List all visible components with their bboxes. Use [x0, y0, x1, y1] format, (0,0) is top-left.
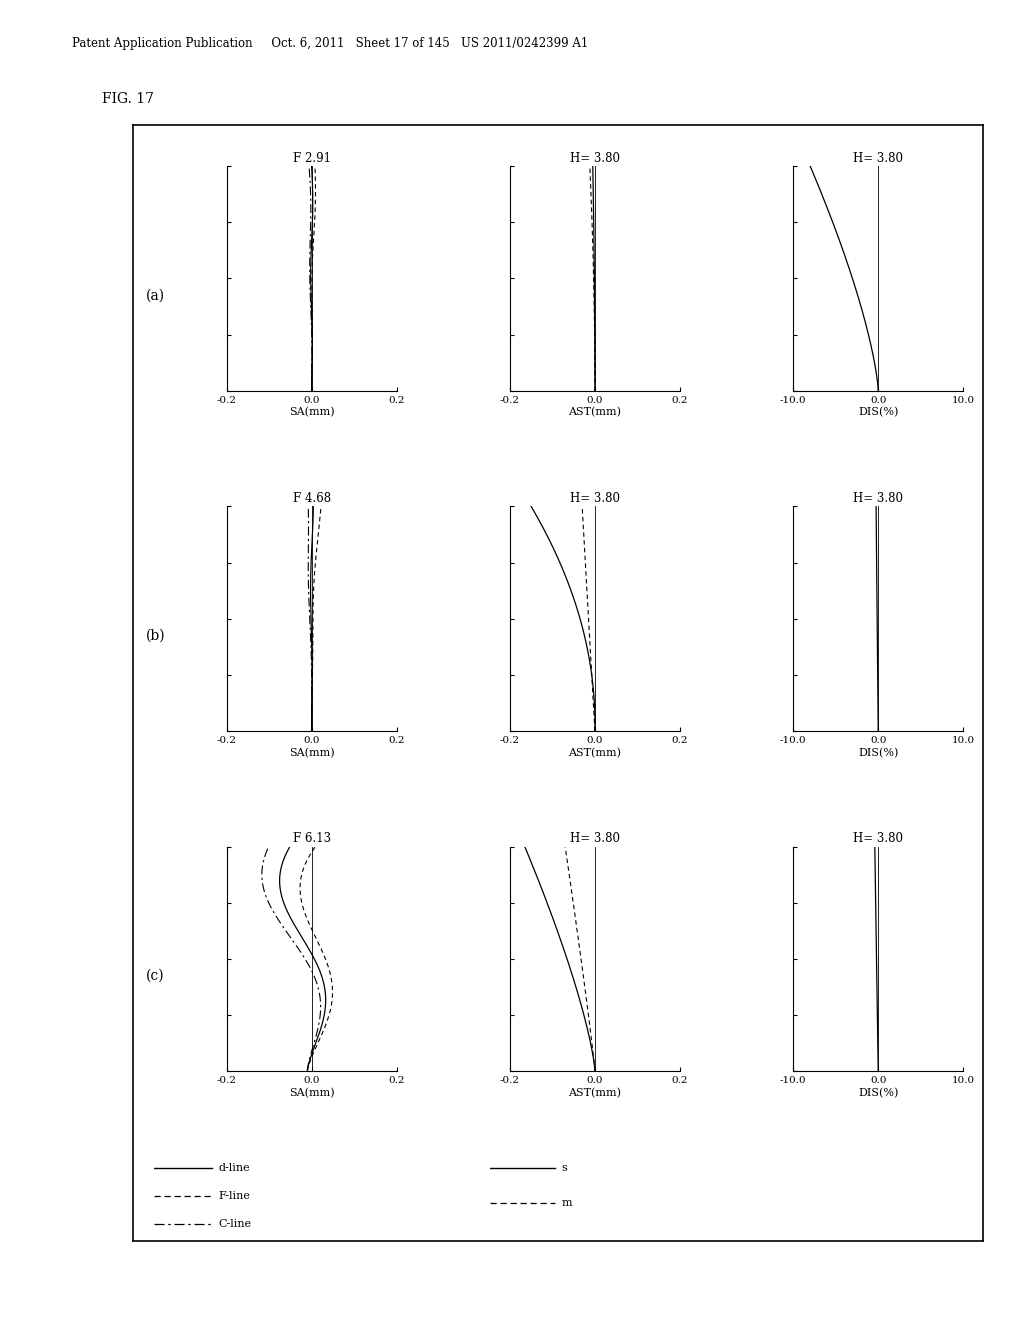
X-axis label: SA(mm): SA(mm) [289, 1088, 335, 1098]
Text: Patent Application Publication     Oct. 6, 2011   Sheet 17 of 145   US 2011/0242: Patent Application Publication Oct. 6, 2… [72, 37, 588, 50]
X-axis label: SA(mm): SA(mm) [289, 747, 335, 758]
Text: FIG. 17: FIG. 17 [102, 92, 155, 107]
Text: m: m [561, 1197, 571, 1208]
Title: F 6.13: F 6.13 [293, 833, 331, 845]
Text: d-line: d-line [218, 1163, 250, 1172]
Title: H= 3.80: H= 3.80 [570, 492, 620, 506]
Title: H= 3.80: H= 3.80 [570, 152, 620, 165]
X-axis label: DIS(%): DIS(%) [858, 408, 898, 417]
Title: F 2.91: F 2.91 [293, 152, 331, 165]
X-axis label: AST(mm): AST(mm) [568, 1088, 622, 1098]
Text: F-line: F-line [218, 1191, 250, 1201]
Title: H= 3.80: H= 3.80 [853, 833, 903, 845]
Text: C-line: C-line [218, 1220, 251, 1229]
X-axis label: DIS(%): DIS(%) [858, 1088, 898, 1098]
Title: H= 3.80: H= 3.80 [853, 492, 903, 506]
Text: (a): (a) [145, 289, 165, 302]
Text: (b): (b) [145, 628, 165, 643]
X-axis label: AST(mm): AST(mm) [568, 747, 622, 758]
X-axis label: AST(mm): AST(mm) [568, 408, 622, 417]
X-axis label: DIS(%): DIS(%) [858, 747, 898, 758]
Text: s: s [561, 1163, 567, 1172]
Title: H= 3.80: H= 3.80 [853, 152, 903, 165]
Title: F 4.68: F 4.68 [293, 492, 331, 506]
X-axis label: SA(mm): SA(mm) [289, 408, 335, 417]
Title: H= 3.80: H= 3.80 [570, 833, 620, 845]
Text: (c): (c) [145, 969, 164, 983]
